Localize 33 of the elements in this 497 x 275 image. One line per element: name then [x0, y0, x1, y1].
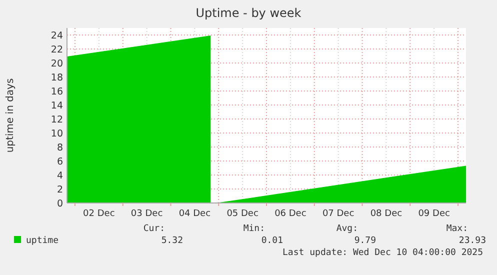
y-tick-label: 8 — [56, 142, 63, 154]
y-tick-label: 4 — [56, 170, 63, 182]
y-tick-label: 22 — [50, 44, 63, 56]
text: 5.32 — [161, 236, 183, 246]
chart-title: Uptime - by week — [196, 6, 302, 20]
text: 0.01 — [261, 236, 283, 246]
x-tick-label: 08 Dec — [370, 209, 402, 219]
y-tick-label: 2 — [56, 184, 63, 196]
y-tick-label: 20 — [50, 58, 63, 70]
y-tick-label: 0 — [56, 198, 63, 210]
y-tick-label: 16 — [50, 86, 63, 98]
x-tick-label: 03 Dec — [130, 209, 163, 219]
y-axis-title: uptime in days — [5, 78, 16, 153]
y-tick-label: 12 — [50, 114, 63, 126]
x-tick-label: 09 Dec — [418, 209, 450, 219]
text: 9.79 — [354, 236, 376, 246]
x-tick-label: 05 Dec — [226, 209, 258, 219]
x-tick-label: 06 Dec — [274, 209, 306, 219]
x-tick-label: 07 Dec — [322, 209, 354, 219]
y-tick-label: 14 — [50, 100, 63, 112]
y-tick-label: 18 — [50, 72, 63, 84]
text: Avg: — [336, 224, 358, 234]
y-tick-label: 24 — [50, 30, 63, 42]
text: Cur: — [143, 224, 165, 234]
y-tick-label: 10 — [50, 128, 63, 140]
text: 23.93 — [458, 236, 486, 246]
x-tick-label: 04 Dec — [178, 209, 211, 219]
text: Max: — [446, 224, 468, 234]
legend-label: uptime — [26, 236, 59, 246]
text: Last update: Wed Dec 10 04:00:00 2025 — [282, 248, 483, 258]
text: Min: — [243, 224, 265, 234]
y-tick-label: 6 — [56, 156, 63, 168]
x-tick-label: 02 Dec — [83, 209, 115, 219]
